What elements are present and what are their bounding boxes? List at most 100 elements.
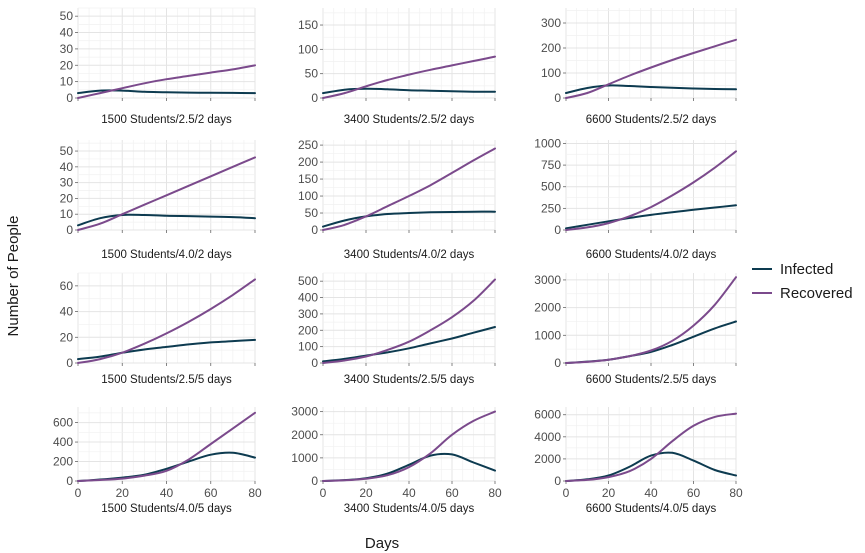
- y-tick-label: 400: [53, 435, 73, 449]
- y-tick-label: 4000: [534, 430, 561, 444]
- series-line-recovered: [565, 150, 737, 231]
- y-tick-label: 50: [305, 67, 319, 81]
- x-tick-label: 60: [445, 486, 459, 500]
- series-line-infected: [322, 210, 496, 228]
- y-tick-label: 200: [541, 41, 561, 55]
- series-line-infected: [565, 84, 737, 94]
- panel-title: 1500 Students/4.0/5 days: [101, 503, 232, 515]
- panel-title: 1500 Students/2.5/5 days: [101, 374, 232, 386]
- y-tick-label: 200: [298, 155, 318, 169]
- legend-infected-label: Infected: [780, 261, 833, 278]
- y-tick-label: 0: [554, 474, 561, 488]
- y-tick-label: 20: [60, 191, 74, 205]
- x-tick-label: 60: [204, 486, 218, 500]
- y-tick-label: 2000: [534, 301, 561, 315]
- y-tick-label: 30: [60, 176, 74, 190]
- x-axis-label: Days: [365, 535, 399, 552]
- series-line-recovered: [77, 278, 256, 364]
- y-tick-label: 500: [298, 274, 318, 288]
- series-line-infected: [77, 213, 256, 227]
- series-line-recovered: [322, 278, 496, 364]
- x-tick-label: 80: [488, 486, 502, 500]
- series-line-recovered: [77, 411, 256, 482]
- panel: 0 100 200 300 6600 Students/2.5/2 days: [541, 8, 737, 126]
- y-tick-label: 40: [60, 26, 74, 40]
- legend-recovered-label: Recovered: [780, 285, 853, 302]
- panel-title: 3400 Students/2.5/5 days: [344, 374, 475, 386]
- series-line-infected: [322, 326, 496, 363]
- y-tick-label: 20: [60, 58, 74, 72]
- y-tick-label: 20: [60, 330, 74, 344]
- y-tick-label: 100: [541, 66, 561, 80]
- y-tick-label: 500: [541, 180, 561, 194]
- series-line-recovered: [565, 412, 737, 482]
- y-tick-label: 0: [66, 356, 73, 370]
- panel: 0 20 40 60 1500 Students/2.5/5 days: [60, 272, 256, 386]
- panel: 0 1000 2000 3000 0 20 40 60 80 3400 Students/4.0/…: [291, 405, 502, 515]
- x-tick-label: 80: [248, 486, 262, 500]
- y-tick-label: 200: [298, 323, 318, 337]
- panel: 0 50 100 150 3400 Students/2.5/2 days: [298, 8, 496, 126]
- x-tick-label: 40: [160, 486, 174, 500]
- panel: 0 250 500 750 1000 6600 Students/4.0/2 days: [534, 136, 737, 261]
- y-tick-label: 40: [60, 305, 74, 319]
- y-tick-label: 150: [298, 18, 318, 32]
- series-line-recovered: [322, 410, 496, 482]
- series-line-recovered: [322, 147, 496, 231]
- series-line-recovered: [77, 156, 256, 231]
- y-tick-label: 0: [66, 474, 73, 488]
- panel-title: 6600 Students/4.0/5 days: [586, 503, 717, 515]
- y-axis-label: Number of People: [5, 216, 22, 337]
- y-tick-label: 1000: [534, 136, 561, 150]
- y-tick-label: 6000: [534, 408, 561, 422]
- y-tick-label: 300: [541, 16, 561, 30]
- panel: 0 2000 4000 6000 0 20 40 60 80 6600 Students/4.0/…: [534, 407, 743, 515]
- x-tick-label: 0: [75, 486, 82, 500]
- x-tick-label: 20: [116, 486, 130, 500]
- y-tick-label: 0: [554, 91, 561, 105]
- x-tick-label: 20: [359, 486, 373, 500]
- y-tick-label: 300: [298, 307, 318, 321]
- x-tick-label: 0: [563, 486, 570, 500]
- y-tick-label: 0: [311, 474, 318, 488]
- y-tick-label: 200: [53, 455, 73, 469]
- y-tick-label: 250: [298, 138, 318, 152]
- series-line-recovered: [565, 38, 737, 99]
- series-line-infected: [322, 87, 496, 95]
- y-tick-label: 0: [66, 223, 73, 237]
- y-tick-label: 10: [60, 207, 74, 221]
- y-tick-label: 1000: [291, 451, 318, 465]
- y-tick-label: 2000: [534, 452, 561, 466]
- x-tick-label: 80: [729, 486, 743, 500]
- y-tick-label: 40: [60, 160, 74, 174]
- y-tick-label: 0: [66, 91, 73, 105]
- y-tick-label: 2000: [291, 428, 318, 442]
- y-tick-label: 50: [60, 9, 74, 23]
- y-tick-label: 60: [60, 279, 74, 293]
- y-tick-label: 100: [298, 42, 318, 56]
- panel-title: 3400 Students/4.0/2 days: [344, 249, 475, 261]
- y-tick-label: 3000: [534, 273, 561, 287]
- panel-title: 1500 Students/4.0/2 days: [101, 249, 232, 261]
- y-tick-label: 10: [60, 75, 74, 89]
- panel-title: 6600 Students/2.5/5 days: [586, 374, 717, 386]
- series-line-infected: [565, 204, 737, 230]
- panel: 0 10 20 30 40 50 1500 Students/2.5/2 days: [60, 7, 256, 126]
- panel-title: 3400 Students/4.0/5 days: [344, 503, 475, 515]
- y-tick-label: 3000: [291, 405, 318, 419]
- y-tick-label: 100: [298, 189, 318, 203]
- series-line-recovered: [565, 276, 737, 364]
- y-tick-label: 0: [311, 356, 318, 370]
- x-tick-label: 20: [602, 486, 616, 500]
- panel: 0 50 100 150 200 250 3400 Students/4.0/2 days: [298, 138, 496, 261]
- y-tick-label: 100: [298, 340, 318, 354]
- panel-title: 6600 Students/2.5/2 days: [586, 114, 717, 126]
- y-tick-label: 1000: [534, 328, 561, 342]
- panel: 0 1000 2000 3000 6600 Students/2.5/5 days: [534, 273, 737, 386]
- y-tick-label: 600: [53, 416, 73, 430]
- panel: 0 100 200 300 400 500 3400 Students/2.5/5 days: [298, 272, 496, 386]
- x-tick-label: 60: [687, 486, 701, 500]
